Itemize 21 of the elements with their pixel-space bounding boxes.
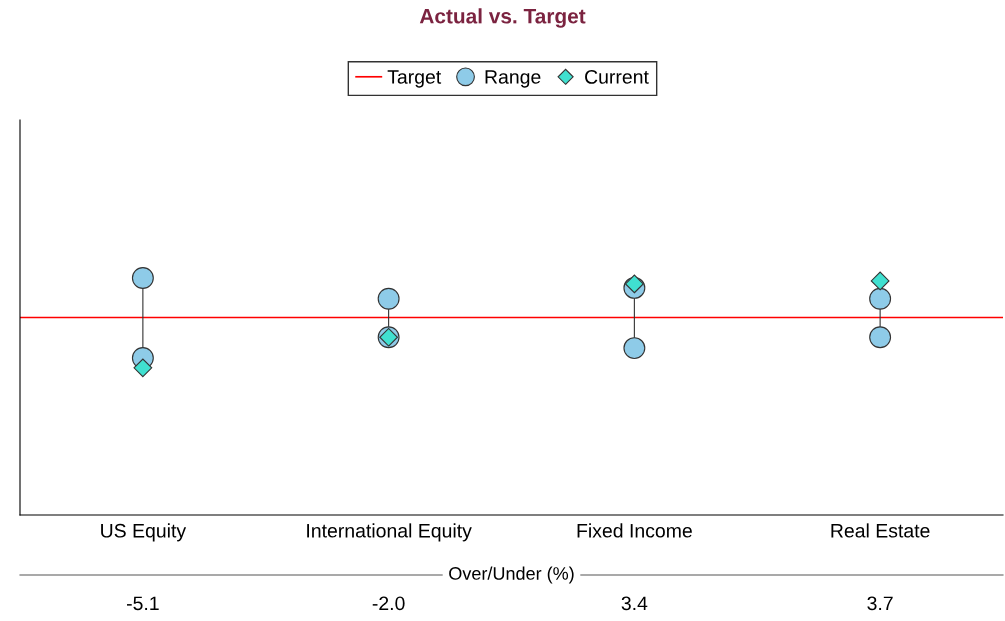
x-tick-label: Fixed Income xyxy=(577,523,692,538)
point xyxy=(377,287,400,310)
data-label: 3.7 xyxy=(867,596,893,611)
legend-label: Current xyxy=(585,70,649,84)
point xyxy=(869,287,892,310)
x-tick-label: International Equity xyxy=(307,523,472,542)
data-label: 3.4 xyxy=(621,596,648,611)
point xyxy=(870,271,890,291)
data-label: -2.0 xyxy=(372,596,405,611)
x-tick-label: Real Estate xyxy=(831,523,930,538)
x-tick-label: US Equity xyxy=(101,523,187,542)
point xyxy=(133,358,153,378)
legend-label: Range xyxy=(485,70,541,88)
data-label: -5.1 xyxy=(126,596,159,611)
point xyxy=(624,274,644,294)
text: Over/Under (%) xyxy=(449,566,574,584)
point xyxy=(869,326,892,349)
point xyxy=(623,337,646,360)
point xyxy=(131,267,154,289)
chart-title: Actual vs. Target xyxy=(419,8,586,28)
legend-label: Target xyxy=(387,70,442,88)
